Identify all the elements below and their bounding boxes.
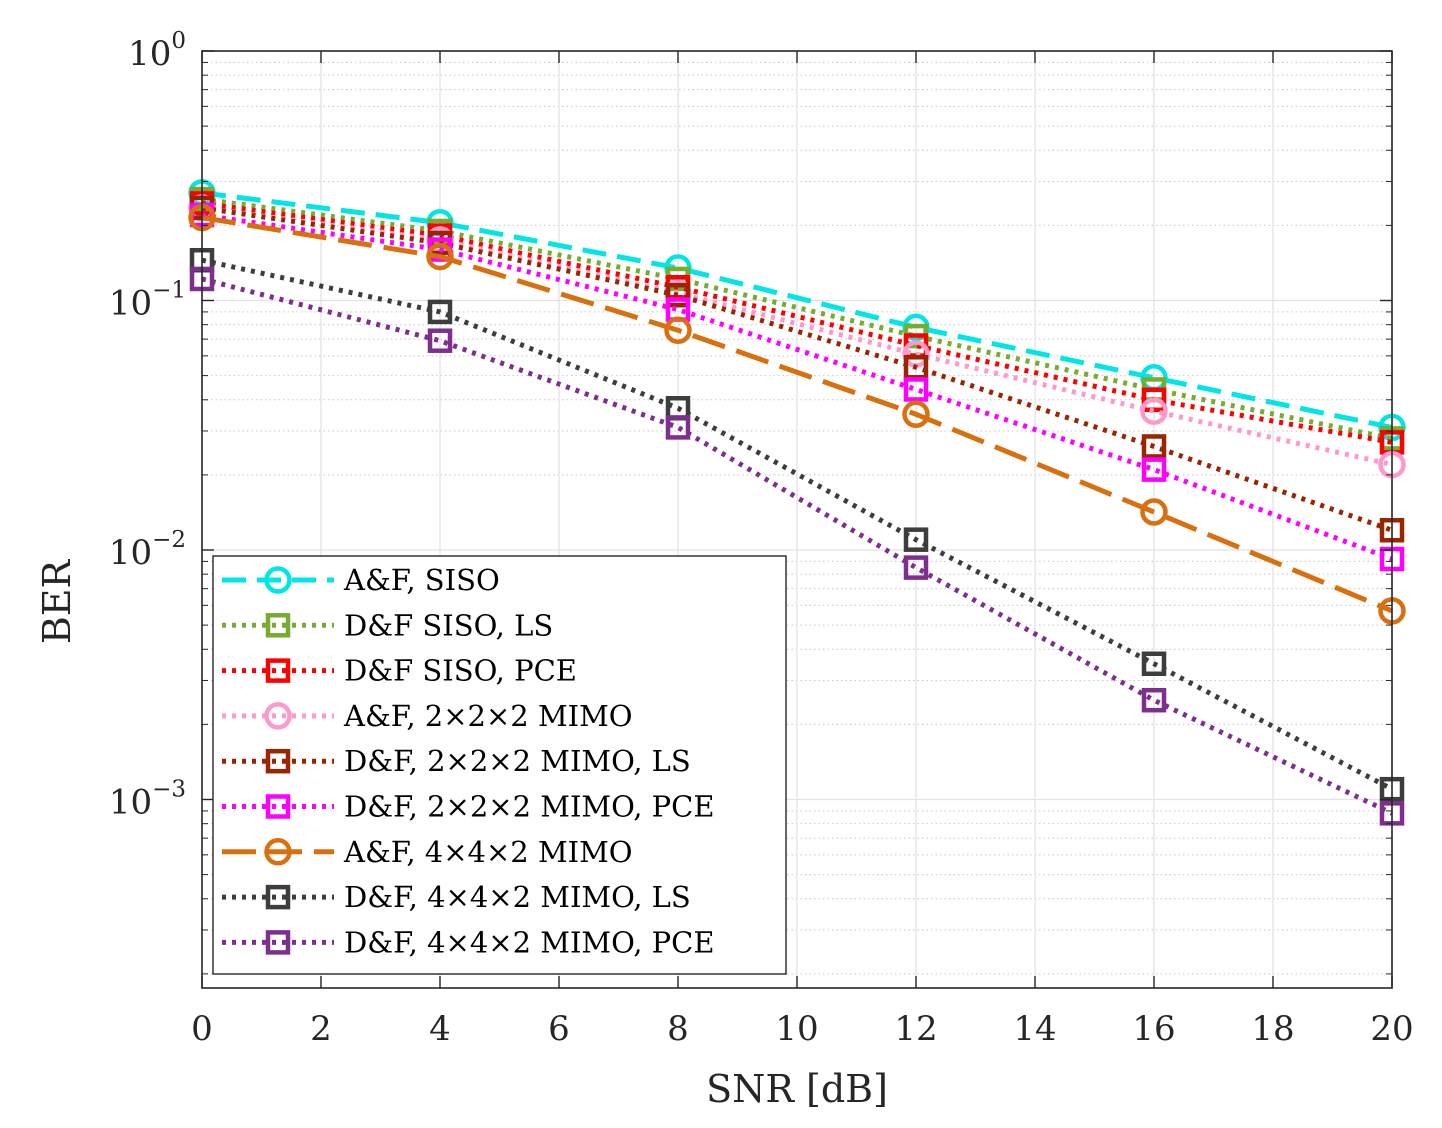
legend-label: D&F, 4×4×2 MIMO, LS: [344, 880, 691, 914]
series-line: [201, 205, 1393, 533]
data-point: [1140, 397, 1168, 425]
legend-marker: [264, 702, 292, 730]
axis-ticks: [201, 50, 1393, 988]
legend-entry: D&F, 4×4×2 MIMO, PCE: [222, 925, 715, 959]
series-line: [201, 215, 1393, 614]
series-line: [201, 212, 1393, 562]
legend-box: [212, 555, 787, 975]
series-line: [201, 205, 1393, 468]
data-point: [1141, 434, 1167, 459]
legend-marker: [264, 838, 292, 866]
data-point: [426, 242, 454, 271]
x-tick-label: 2: [310, 1009, 332, 1049]
x-tick-labels: 0 2 4 6 8 10 12 14 16 18 20: [191, 1009, 1413, 1049]
x-tick-label: 12: [894, 1009, 937, 1049]
x-tick-label: 8: [667, 1009, 689, 1049]
legend-marker: [265, 884, 291, 910]
x-tick-label: 6: [548, 1009, 570, 1049]
data-point: [427, 299, 453, 325]
legend-marker: [265, 658, 291, 683]
data-point: [1141, 651, 1167, 677]
series-line: [201, 190, 1393, 430]
y-tick-label: 100: [128, 28, 186, 74]
x-tick-label: 20: [1370, 1009, 1413, 1049]
legend-marker: [265, 930, 291, 955]
legend-label: D&F SISO, LS: [344, 608, 553, 642]
series-7: [188, 203, 1406, 625]
x-tick-label: 0: [191, 1009, 213, 1049]
x-axis-title: SNR [dB]: [706, 1067, 888, 1111]
legend-entry: A&F, 2×2×2 MIMO: [222, 699, 633, 733]
x-tick-label: 16: [1132, 1009, 1175, 1049]
legend-label: D&F, 4×4×2 MIMO, PCE: [344, 925, 715, 959]
data-point: [664, 316, 692, 344]
legend-entry: A&F, SISO: [222, 563, 500, 597]
legend-entry: D&F SISO, PCE: [222, 654, 577, 688]
data-point: [1140, 498, 1168, 526]
legend-entry: D&F SISO, LS: [222, 608, 553, 642]
data-point: [1141, 687, 1167, 713]
data-point: [1141, 387, 1167, 413]
series-line: [201, 200, 1393, 445]
legend-label: A&F, 2×2×2 MIMO: [343, 699, 633, 733]
data-point: [1141, 457, 1167, 482]
legend-label: A&F, 4×4×2 MIMO: [343, 835, 633, 869]
legend-marker: [265, 613, 291, 638]
legend-label: D&F SISO, PCE: [344, 654, 577, 688]
series-line: [201, 257, 1394, 792]
data-point: [902, 400, 930, 429]
data-point: [427, 328, 453, 353]
legend-entry: A&F, 4×4×2 MIMO: [222, 835, 633, 869]
series-8: [189, 247, 1405, 802]
y-tick-label: 10−3: [109, 777, 186, 823]
y-tick-label: 10−1: [109, 278, 186, 324]
data-point: [903, 377, 929, 402]
legend-label: A&F, SISO: [343, 563, 500, 597]
legend-label: D&F, 2×2×2 MIMO, LS: [344, 744, 691, 778]
legend: A&F, SISO D&F SISO, LS D&F SISO, PCE A&F, 2…: [212, 555, 787, 975]
series-line: [201, 196, 1393, 441]
y-tick-label: 10−2: [109, 527, 186, 573]
data-point: [665, 415, 691, 440]
legend-label: D&F, 2×2×2 MIMO, PCE: [344, 790, 715, 824]
legend-entry: D&F, 2×2×2 MIMO, PCE: [222, 790, 715, 824]
series-line: [201, 276, 1394, 816]
data-point: [665, 282, 691, 308]
legend-marker: [264, 566, 292, 594]
x-tick-label: 10: [775, 1009, 818, 1049]
y-axis-title: BER: [35, 558, 79, 644]
x-tick-label: 18: [1251, 1009, 1294, 1049]
legend-entry: D&F, 4×4×2 MIMO, LS: [222, 880, 691, 914]
legend-entry: D&F, 2×2×2 MIMO, LS: [222, 744, 691, 778]
legend-marker: [265, 748, 291, 774]
y-tick-labels: 100 10−1 10−2 10−3: [109, 28, 186, 823]
legend-marker: [265, 794, 291, 819]
data-point: [903, 527, 929, 552]
data-point: [903, 555, 929, 580]
x-tick-label: 14: [1013, 1009, 1056, 1049]
x-tick-label: 4: [429, 1009, 451, 1049]
